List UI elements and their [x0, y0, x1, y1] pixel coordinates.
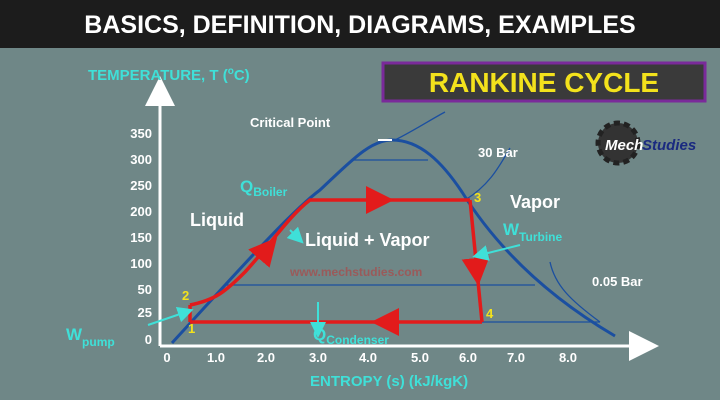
x-tick-label: 5.0	[411, 350, 429, 365]
arrow	[461, 256, 490, 286]
symbol: W	[66, 325, 83, 344]
symbol: Q	[313, 325, 326, 344]
y-tick-label: 150	[130, 230, 152, 245]
y-axis-unit: C)	[234, 67, 250, 84]
x-tick-label: 6.0	[459, 350, 477, 365]
degree: o	[228, 66, 234, 77]
x-tick-label: 7.0	[507, 350, 525, 365]
arrow	[147, 307, 194, 326]
x-axis-label: ENTROPY (s) (kJ/kgK)	[310, 373, 468, 390]
energy-arrows	[147, 139, 521, 338]
watermark: www.mechstudies.com	[289, 265, 422, 279]
low-pressure: 0.05 Bar	[592, 274, 643, 289]
y-tick-label: 100	[130, 256, 152, 271]
subscript: Condenser	[326, 333, 389, 347]
y-tick-label: 0	[145, 332, 152, 347]
arrow	[286, 226, 304, 244]
subscript: pump	[82, 335, 115, 349]
state-label: 2	[182, 288, 189, 303]
isobar-high	[464, 147, 511, 201]
subscript: Boiler	[253, 185, 287, 199]
critical-point: Critical Point	[250, 115, 331, 130]
q-boiler: QBoiler	[240, 177, 288, 199]
symbol: Q	[240, 177, 253, 196]
arrow	[248, 237, 278, 268]
title: RANKINE CYCLE	[429, 67, 659, 98]
logo-mech: Mech	[605, 137, 643, 154]
y-axis-label-text: TEMPERATURE, T (	[88, 67, 228, 84]
y-tick-label: 350	[130, 126, 152, 141]
subscript: Turbine	[519, 230, 562, 244]
x-tick-label: 8.0	[559, 350, 577, 365]
logo: Mech Studies	[595, 120, 696, 166]
y-tick-label: 250	[130, 178, 152, 193]
y-axis-label: TEMPERATURE, T (oC)	[88, 66, 250, 84]
symbol: W	[503, 220, 520, 239]
logo-gear	[595, 120, 641, 166]
y-tick-label: 300	[130, 152, 152, 167]
isobar-low	[549, 261, 601, 323]
liquid: Liquid	[190, 210, 244, 230]
y-tick-label: 25	[138, 305, 152, 320]
x-tick-label: 3.0	[309, 350, 327, 365]
state-label: 1	[188, 321, 195, 336]
x-tick-label: 2.0	[257, 350, 275, 365]
x-tick-label: 4.0	[359, 350, 377, 365]
arrow	[472, 244, 521, 261]
y-tick-label: 200	[130, 204, 152, 219]
w-pump: Wpump	[66, 325, 115, 349]
x-tick-label: 1.0	[207, 350, 225, 365]
w-turbine: WTurbine	[503, 220, 562, 244]
crit-line	[394, 111, 446, 141]
title-box	[381, 61, 707, 103]
high-pressure: 30 Bar	[478, 145, 518, 160]
q-condenser: QCondenser	[313, 325, 389, 347]
y-tick-label: 50	[138, 282, 152, 297]
logo-studies: Studies	[642, 137, 696, 154]
banner: BASICS, DEFINITION, DIAGRAMS, EXAMPLES	[84, 11, 635, 39]
vapor: Vapor	[510, 192, 560, 212]
mixture: Liquid + Vapor	[305, 230, 430, 250]
state-label: 4	[486, 306, 494, 321]
banner-bg	[0, 0, 720, 48]
boiler-process	[189, 198, 470, 307]
x-tick-label: 0	[163, 350, 170, 365]
state-label: 3	[474, 190, 481, 205]
